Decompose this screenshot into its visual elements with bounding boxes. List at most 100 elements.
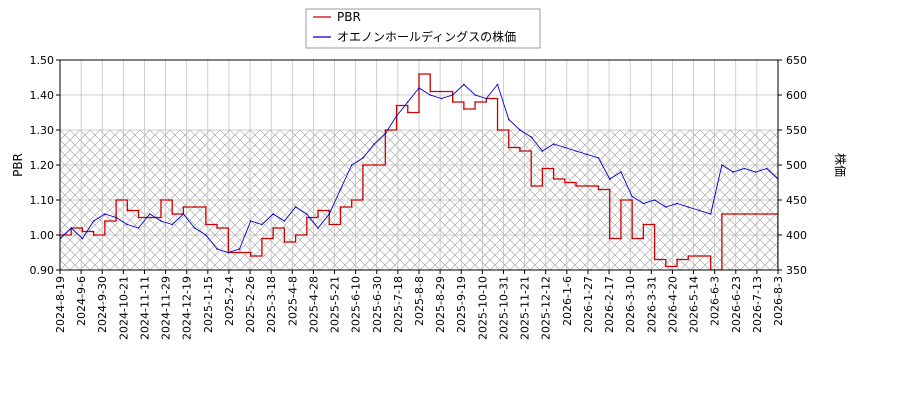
series-0-point bbox=[148, 216, 151, 219]
series-1-point bbox=[137, 227, 140, 229]
series-0-point bbox=[575, 185, 577, 187]
series-1-point bbox=[216, 248, 218, 250]
series-0-point bbox=[496, 129, 499, 131]
x-tick-label: 2026-7-13 bbox=[751, 276, 764, 333]
x-tick-label: 2026-3-10 bbox=[624, 276, 637, 333]
series-0-point bbox=[418, 73, 420, 75]
series-0-point bbox=[721, 213, 723, 215]
series-0-point bbox=[283, 241, 286, 243]
series-0-point bbox=[698, 255, 701, 257]
series-0-point bbox=[126, 209, 129, 212]
series-1-point bbox=[272, 213, 274, 215]
series-1-point bbox=[205, 234, 207, 236]
right-axis: 350 400 450 500 550 600 650 bbox=[778, 54, 807, 277]
legend-label-pbr: PBR bbox=[337, 10, 361, 24]
series-1-point bbox=[564, 146, 566, 149]
x-tick-label: 2025-11-21 bbox=[519, 276, 532, 340]
right-tick-label: 350 bbox=[786, 264, 807, 277]
series-0-point bbox=[193, 206, 196, 208]
x-tick-label: 2026-4-20 bbox=[666, 276, 679, 333]
series-0-point bbox=[653, 258, 656, 261]
series-1-point bbox=[451, 94, 454, 96]
right-tick-label: 550 bbox=[786, 124, 807, 137]
x-tick-label: 2024-11-29 bbox=[160, 276, 173, 340]
series-0-point bbox=[205, 223, 207, 226]
right-tick-label: 600 bbox=[786, 89, 807, 102]
series-0-point bbox=[665, 265, 667, 268]
series-1-point bbox=[395, 115, 398, 117]
series-1-point bbox=[92, 220, 95, 222]
x-axis: 2024-8-19 2024-9-6 2024-9-30 2024-10-21 2024… bbox=[54, 270, 785, 340]
x-tick-label: 2026-6-23 bbox=[730, 276, 743, 333]
series-1-point bbox=[160, 220, 162, 222]
series-1-point bbox=[642, 202, 645, 205]
series-0-point bbox=[451, 101, 454, 103]
legend-box bbox=[305, 8, 541, 49]
series-1-point bbox=[249, 220, 252, 222]
right-tick-label: 450 bbox=[786, 194, 807, 207]
x-tick-label: 2025-8-29 bbox=[434, 276, 447, 333]
x-tick-label: 2025-12-12 bbox=[540, 276, 553, 340]
series-1-point bbox=[328, 213, 331, 215]
right-tick-label: 650 bbox=[786, 54, 807, 67]
series-1-point bbox=[687, 206, 690, 208]
series-0-point bbox=[743, 213, 746, 215]
x-tick-label: 2024-8-19 bbox=[54, 276, 67, 333]
series-0-point bbox=[261, 237, 263, 240]
series-0-point bbox=[328, 223, 331, 226]
series-1-point bbox=[182, 213, 185, 215]
x-tick-label: 2024-10-21 bbox=[117, 276, 130, 340]
series-1-point bbox=[631, 195, 633, 198]
series-1-point bbox=[665, 206, 667, 208]
series-1-point bbox=[373, 143, 375, 145]
series-0-point bbox=[754, 213, 757, 215]
series-0-point bbox=[463, 108, 465, 110]
series-1-point bbox=[507, 118, 510, 121]
x-tick-label: 2025-4-28 bbox=[307, 276, 320, 333]
series-0-point bbox=[306, 216, 308, 219]
series-1-point bbox=[429, 94, 432, 96]
series-1-point bbox=[698, 209, 701, 212]
x-tick-label: 2025-10-31 bbox=[497, 276, 510, 340]
series-0-point bbox=[406, 111, 409, 114]
series-0-point bbox=[597, 188, 600, 191]
series-line-0 bbox=[60, 73, 778, 270]
series-0-point bbox=[384, 129, 387, 131]
legend-label-price: オエノンホールディングスの株価 bbox=[337, 29, 516, 44]
series-0-point bbox=[608, 237, 611, 240]
series-1-point bbox=[294, 206, 297, 208]
series-0-point bbox=[642, 223, 645, 226]
left-tick-label: 0.90 bbox=[30, 264, 55, 277]
series-0-point bbox=[765, 213, 768, 215]
series-0-point bbox=[564, 181, 566, 184]
series-1-point bbox=[362, 157, 364, 159]
series-1-point bbox=[597, 157, 600, 159]
series-0-point bbox=[238, 251, 241, 254]
series-0-point bbox=[676, 258, 678, 261]
x-tick-label: 2025-3-18 bbox=[265, 276, 278, 333]
series-1-point bbox=[519, 129, 521, 131]
left-tick-label: 1.50 bbox=[30, 54, 55, 67]
series-1-point bbox=[283, 220, 286, 222]
series-1-point bbox=[732, 171, 734, 173]
series-1-point bbox=[418, 87, 420, 89]
series-1-point bbox=[496, 83, 499, 86]
right-tick-label: 500 bbox=[786, 159, 807, 172]
series-0-point bbox=[362, 164, 364, 166]
left-tick-label: 1.00 bbox=[30, 229, 55, 242]
series-1-point bbox=[653, 199, 656, 201]
series-1-point bbox=[586, 153, 589, 156]
series-1-point bbox=[608, 178, 611, 180]
series-1-point bbox=[193, 227, 196, 229]
left-axis: 0.90 1.00 1.10 1.20 1.30 1.40 1.50 bbox=[30, 54, 60, 277]
series-1-point bbox=[115, 216, 117, 219]
x-tick-label: 2026-2-17 bbox=[603, 276, 616, 333]
series-0-point bbox=[104, 220, 106, 222]
series-0-point bbox=[272, 227, 274, 229]
series-1-point bbox=[350, 164, 353, 166]
x-tick-label: 2025-7-18 bbox=[392, 276, 405, 333]
series-1-point bbox=[104, 213, 106, 215]
series-1-point bbox=[238, 248, 241, 250]
